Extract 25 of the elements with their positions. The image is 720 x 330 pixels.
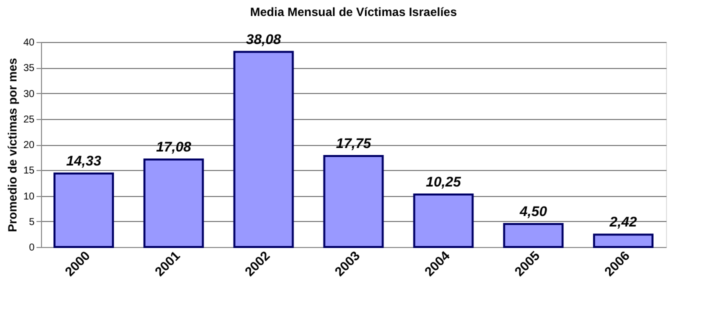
bar: [143, 158, 204, 248]
text: 2,42: [610, 214, 637, 230]
y-tick-label: 35: [23, 63, 35, 74]
text: 38,08: [246, 30, 282, 47]
bar: [233, 50, 294, 248]
text: 4,50: [520, 202, 547, 219]
bar: [413, 193, 474, 248]
y-tick-label: 20: [23, 140, 35, 151]
bar: [53, 172, 114, 248]
text: 17,08: [156, 138, 192, 154]
y-axis-title: Promedio de víctimas por mes: [5, 58, 20, 232]
bar: [503, 222, 564, 248]
y-tick-label: 10: [23, 191, 35, 202]
chart-title: Media Mensual de Víctimas Israelíes: [250, 4, 458, 19]
y-tick-label: 5: [28, 216, 35, 228]
y-tick-label: 15: [23, 166, 35, 177]
text: 17,75: [336, 135, 372, 152]
y-tick-label: 25: [23, 114, 35, 126]
bar: [323, 155, 384, 248]
text: 14,33: [66, 152, 102, 169]
bar: [593, 234, 654, 248]
y-tick-label: 30: [23, 88, 35, 100]
y-tick-label: 0: [28, 242, 35, 254]
y-tick-label: 40: [23, 38, 35, 48]
text: 10,25: [426, 173, 461, 190]
